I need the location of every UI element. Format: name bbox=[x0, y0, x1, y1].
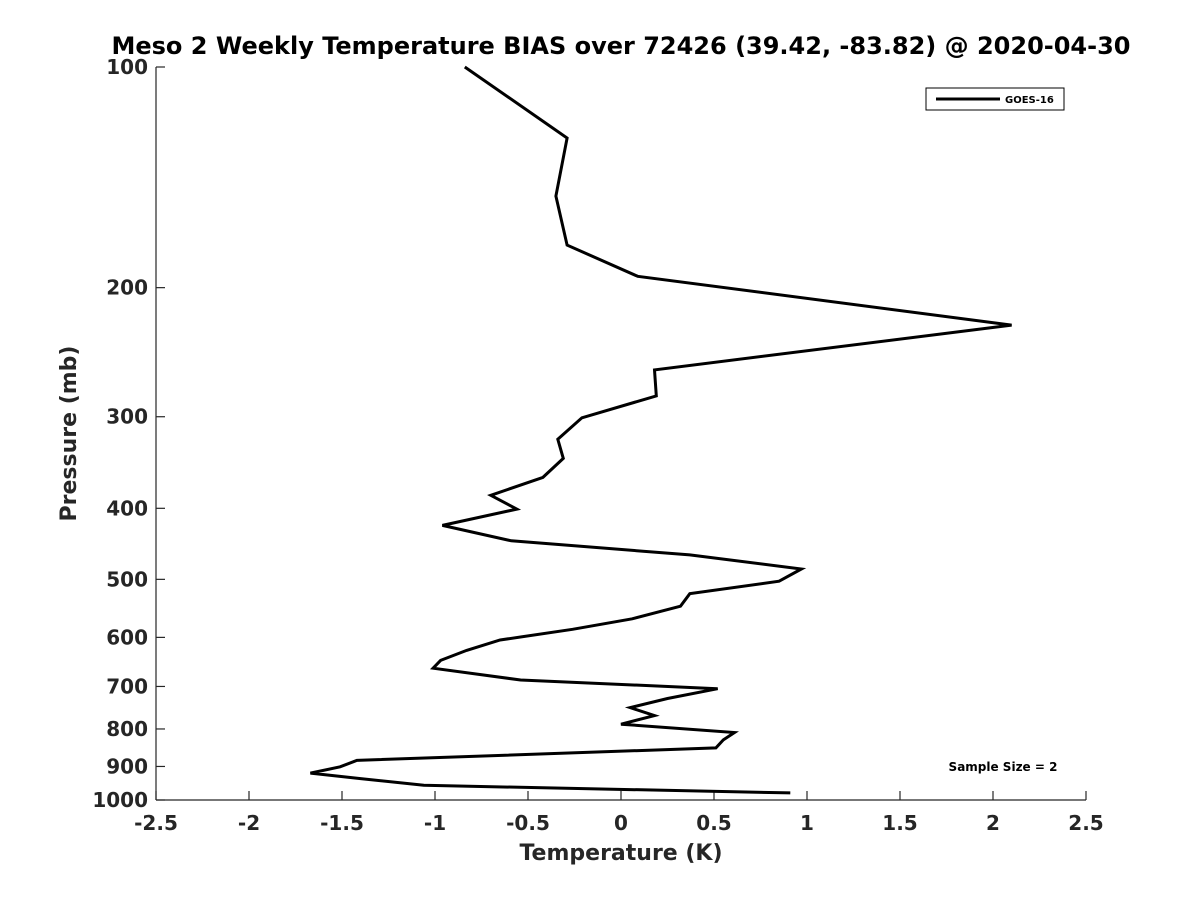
sample-size-annotation: Sample Size = 2 bbox=[949, 760, 1058, 774]
y-axis: 100 200 300 400 500 600 700 800 900 1000 bbox=[92, 55, 165, 812]
legend-label-goes16: GOES-16 bbox=[1005, 95, 1054, 106]
series-line-goes16 bbox=[310, 65, 1012, 795]
y-tick-label: 500 bbox=[106, 567, 148, 591]
series-layer bbox=[310, 65, 1012, 795]
y-tick-label: 1000 bbox=[92, 788, 148, 812]
x-tick-label: -1.5 bbox=[320, 811, 364, 835]
y-tick-label: 700 bbox=[106, 674, 148, 698]
x-tick-label: 1.5 bbox=[882, 811, 917, 835]
x-tick-label: -2.5 bbox=[134, 811, 178, 835]
x-axis-label: Temperature (K) bbox=[519, 841, 722, 866]
x-tick-label: 0 bbox=[614, 811, 628, 835]
chart-title: Meso 2 Weekly Temperature BIAS over 7242… bbox=[111, 32, 1130, 60]
y-tick-label: 200 bbox=[106, 276, 148, 300]
x-tick-label: -0.5 bbox=[506, 811, 550, 835]
y-tick-label: 600 bbox=[106, 625, 148, 649]
x-tick-label: 1 bbox=[800, 811, 814, 835]
legend: GOES-16 bbox=[925, 87, 1065, 111]
x-tick-label: 2 bbox=[986, 811, 1000, 835]
y-tick-label: 300 bbox=[106, 405, 148, 429]
x-tick-label: 0.5 bbox=[696, 811, 731, 835]
y-tick-label: 400 bbox=[106, 496, 148, 520]
y-tick-label: 800 bbox=[106, 717, 148, 741]
x-tick-label: -2 bbox=[238, 811, 260, 835]
plot-area bbox=[156, 67, 1086, 800]
x-axis: -2.5 -2 -1.5 -1 -0.5 0 0.5 1 1.5 2 2.5 bbox=[134, 791, 1104, 835]
x-tick-label: 2.5 bbox=[1068, 811, 1103, 835]
y-tick-label: 100 bbox=[106, 55, 148, 79]
x-tick-label: -1 bbox=[424, 811, 446, 835]
y-tick-label: 900 bbox=[106, 754, 148, 778]
y-axis-label: Pressure (mb) bbox=[57, 346, 82, 522]
